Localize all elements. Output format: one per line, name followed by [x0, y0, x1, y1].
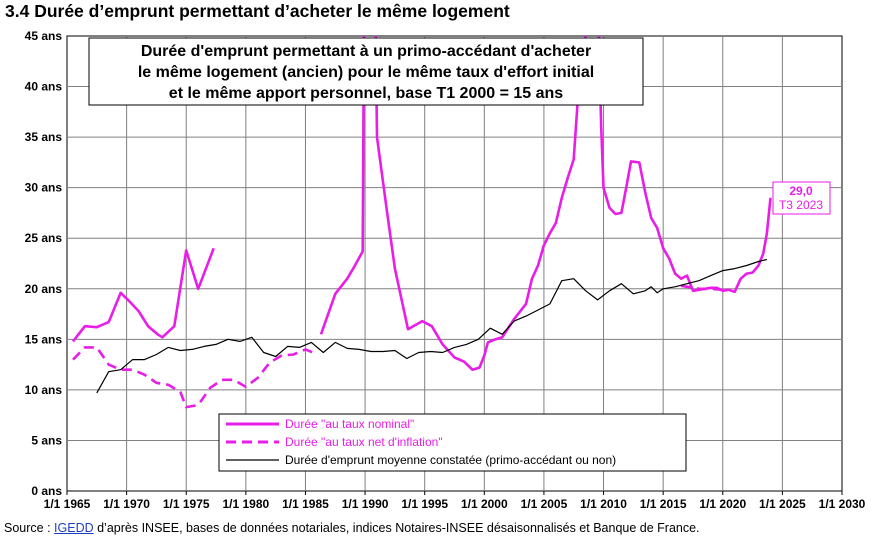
- series-0-line-segment-1: [319, 36, 366, 335]
- series-1-line-segment-0: [72, 346, 318, 409]
- y-tick-label: 20 ans: [25, 282, 63, 296]
- legend-label-nominal: Durée "au taux nominal": [285, 417, 414, 431]
- x-tick-label: 1/1 2020: [699, 497, 746, 511]
- x-tick-label: 1/1 1970: [103, 497, 150, 511]
- x-tick-label: 1/1 2005: [521, 497, 568, 511]
- y-tick-label: 40 ans: [25, 80, 63, 94]
- source-suffix: d’après INSEE, bases de données notarial…: [93, 521, 700, 535]
- x-tick-label: 1/1 2025: [759, 497, 806, 511]
- source-prefix: Source :: [4, 521, 55, 535]
- series-1-line-segment-1: [680, 284, 723, 292]
- y-tick-label: 45 ans: [25, 29, 63, 43]
- series-layer: [71, 36, 772, 409]
- y-axis: 0 ans 5 ans 10 ans 15 ans 20 ans 25 ans 30 ans…: [25, 29, 63, 498]
- y-tick-label: 0 ans: [31, 484, 62, 498]
- page-heading: 3.4 Durée d’emprunt permettant d’acheter…: [5, 1, 510, 21]
- legend-label-inflation: Durée "au taux net d'inflation": [285, 435, 443, 449]
- x-tick-label: 1/1 1985: [282, 497, 329, 511]
- x-tick-label: 1/1 2010: [580, 497, 627, 511]
- chart-title-box: Durée d'emprunt permettant à un primo-ac…: [88, 37, 644, 106]
- x-tick-label: 1/1 1975: [163, 497, 210, 511]
- x-tick-label: 1/1 2000: [461, 497, 508, 511]
- series-0-line-segment-2: [374, 36, 587, 371]
- source-note: Source : IGEDD d’après INSEE, bases de d…: [4, 521, 700, 535]
- chart: 0 ans 5 ans 10 ans 15 ans 20 ans 25 ans 30 ans…: [25, 29, 866, 511]
- x-axis: 1/1 1965 1/1 1970 1/1 1975 1/1 1980 1/1 1985…: [44, 491, 866, 511]
- x-tick-label: 1/1 1990: [342, 497, 389, 511]
- legend: Durée "au taux nominal" Durée "au taux n…: [218, 413, 687, 472]
- y-tick-label: 30 ans: [25, 181, 63, 195]
- x-tick-label: 1/1 2015: [640, 497, 687, 511]
- x-tick-label: 1/1 1995: [401, 497, 448, 511]
- series-0-line-segment-0: [71, 247, 215, 343]
- y-tick-label: 25 ans: [25, 231, 63, 245]
- last-value-annotation: 29,0 T3 2023: [772, 181, 831, 215]
- y-tick-label: 15 ans: [25, 332, 63, 346]
- source-link-igedd[interactable]: IGEDD: [54, 521, 94, 535]
- x-tick-label: 1/1 1980: [222, 497, 269, 511]
- y-tick-label: 35 ans: [25, 130, 63, 144]
- series-0-line-segment-3: [597, 36, 772, 294]
- legend-label-observed: Durée d'emprunt moyenne constatée (primo…: [285, 453, 616, 467]
- y-tick-label: 10 ans: [25, 383, 63, 397]
- annotation-period: T3 2023: [779, 198, 823, 212]
- x-tick-label: 1/1 1965: [44, 497, 91, 511]
- annotation-value: 29,0: [789, 184, 813, 198]
- x-tick-label: 1/1 2030: [819, 497, 866, 511]
- chart-title-line-2: le même logement (ancien) pour le même t…: [138, 64, 594, 81]
- chart-title-line-1: Durée d'emprunt permettant à un primo-ac…: [141, 43, 591, 60]
- series-2-line-segment-0: [96, 258, 768, 394]
- y-tick-label: 5 ans: [31, 433, 62, 447]
- chart-title-line-3: et le même apport personnel, base T1 200…: [169, 85, 564, 102]
